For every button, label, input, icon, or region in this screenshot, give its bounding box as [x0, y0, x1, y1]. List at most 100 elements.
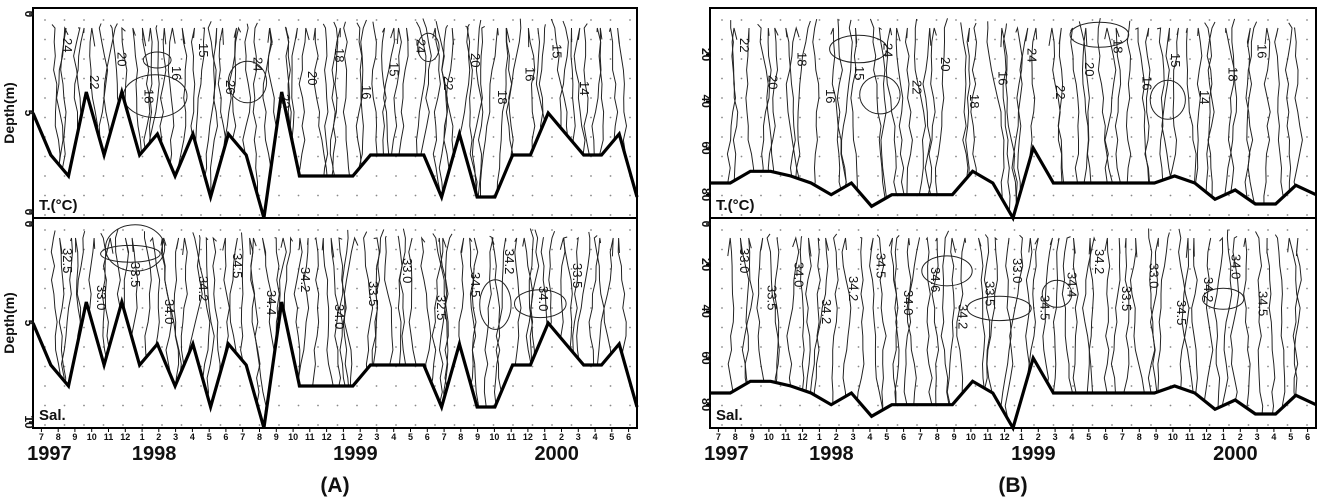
grid-dot: [434, 424, 436, 426]
grid-dot: [1150, 194, 1152, 197]
grid-dot: [63, 326, 66, 329]
grid-dot: [1286, 385, 1289, 387]
grid-dot: [1033, 346, 1035, 348]
grid-dot: [83, 404, 85, 407]
grid-dot: [857, 77, 860, 80]
grid-dot: [512, 116, 514, 119]
grid-dot: [974, 424, 977, 426]
contour-line: [1002, 23, 1011, 211]
contour-line: [608, 27, 620, 211]
grid-dot: [1306, 326, 1308, 329]
grid-dot: [102, 229, 105, 231]
grid-dot: [1130, 194, 1133, 197]
grid-dot: [818, 77, 821, 80]
grid-dot: [1013, 97, 1016, 99]
grid-dot: [1189, 77, 1191, 80]
grid-dot: [1306, 19, 1308, 21]
grid-dot: [83, 326, 85, 329]
grid-dot: [877, 77, 879, 80]
grid-dot: [570, 155, 573, 158]
contour-label: 16: [823, 89, 838, 103]
contour-line: [144, 231, 152, 421]
contour-line: [924, 27, 937, 211]
grid-dot: [258, 19, 261, 21]
grid-dot: [721, 385, 723, 387]
month-tick-label: 12: [523, 432, 533, 442]
grid-dot: [1033, 155, 1035, 158]
grid-dot: [838, 404, 840, 407]
contour-line: [925, 236, 935, 421]
grid-dot: [916, 38, 918, 41]
grid-dot: [180, 116, 183, 119]
grid-dot: [336, 268, 339, 270]
month-tick-label: 5: [1288, 432, 1293, 442]
grid-dot: [414, 346, 417, 348]
grid-dot: [1052, 307, 1055, 309]
grid-dot: [492, 326, 495, 329]
contour-loop: [417, 32, 440, 63]
grid-dot: [629, 268, 631, 270]
grid-dot: [395, 346, 397, 348]
grid-dot: [395, 58, 397, 60]
grid-dot: [1111, 248, 1113, 251]
grid-dot: [1130, 214, 1133, 216]
grid-dot: [1169, 19, 1172, 21]
grid-dot: [935, 214, 938, 216]
grid-dot: [974, 287, 977, 290]
panel-label: (B): [998, 474, 1027, 497]
grid-dot: [779, 116, 782, 119]
grid-dot: [258, 175, 261, 177]
contour-line: [1135, 27, 1150, 211]
grid-dot: [375, 424, 378, 426]
grid-dot: [297, 404, 300, 407]
grid-dot: [492, 385, 495, 387]
contour-label: 34.5: [230, 253, 245, 278]
grid-dot: [1072, 97, 1074, 99]
contour-line: [1244, 27, 1253, 211]
month-tick-label: 9: [952, 432, 957, 442]
grid-dot: [200, 404, 202, 407]
grid-dot: [629, 155, 631, 158]
grid-dot: [760, 97, 762, 99]
grid-dot: [779, 155, 782, 158]
grid-dot: [740, 346, 743, 348]
grid-dot: [1306, 194, 1308, 197]
bottom-depth-line: [31, 296, 639, 429]
grid-dot: [83, 38, 85, 41]
grid-dot: [239, 194, 241, 197]
grid-dot: [1228, 214, 1230, 216]
contour-line: [588, 237, 614, 421]
grid-dot: [414, 229, 417, 231]
grid-dot: [551, 268, 553, 270]
grid-dot: [161, 175, 163, 177]
grid-dot: [877, 404, 879, 407]
grid-dot: [1033, 136, 1035, 138]
grid-dot: [356, 326, 358, 329]
series-tag: T.(°C): [39, 197, 78, 214]
grid-dot: [395, 19, 397, 21]
contour-label: 24: [60, 38, 75, 52]
grid-dot: [609, 424, 612, 426]
grid-dot: [1111, 155, 1113, 158]
grid-dot: [1052, 424, 1055, 426]
contour-loop: [227, 60, 268, 104]
contour-line: [445, 27, 458, 211]
grid-dot: [83, 175, 85, 177]
grid-dot: [629, 346, 631, 348]
grid-dot: [1013, 268, 1016, 270]
grid-dot: [818, 175, 821, 177]
grid-dot: [760, 287, 762, 290]
grid-dot: [531, 346, 534, 348]
contour-loop: [142, 51, 172, 69]
grid-dot: [955, 214, 957, 216]
grid-dot: [356, 404, 358, 407]
grid-dot: [1228, 424, 1230, 426]
grid-dot: [779, 97, 782, 99]
grid-dot: [721, 307, 723, 309]
grid-dot: [994, 97, 996, 99]
grid-dot: [760, 404, 762, 407]
grid-dot: [721, 365, 723, 368]
grid-dot: [512, 175, 514, 177]
grid-dot: [994, 346, 996, 348]
contour-line: [1287, 237, 1301, 421]
